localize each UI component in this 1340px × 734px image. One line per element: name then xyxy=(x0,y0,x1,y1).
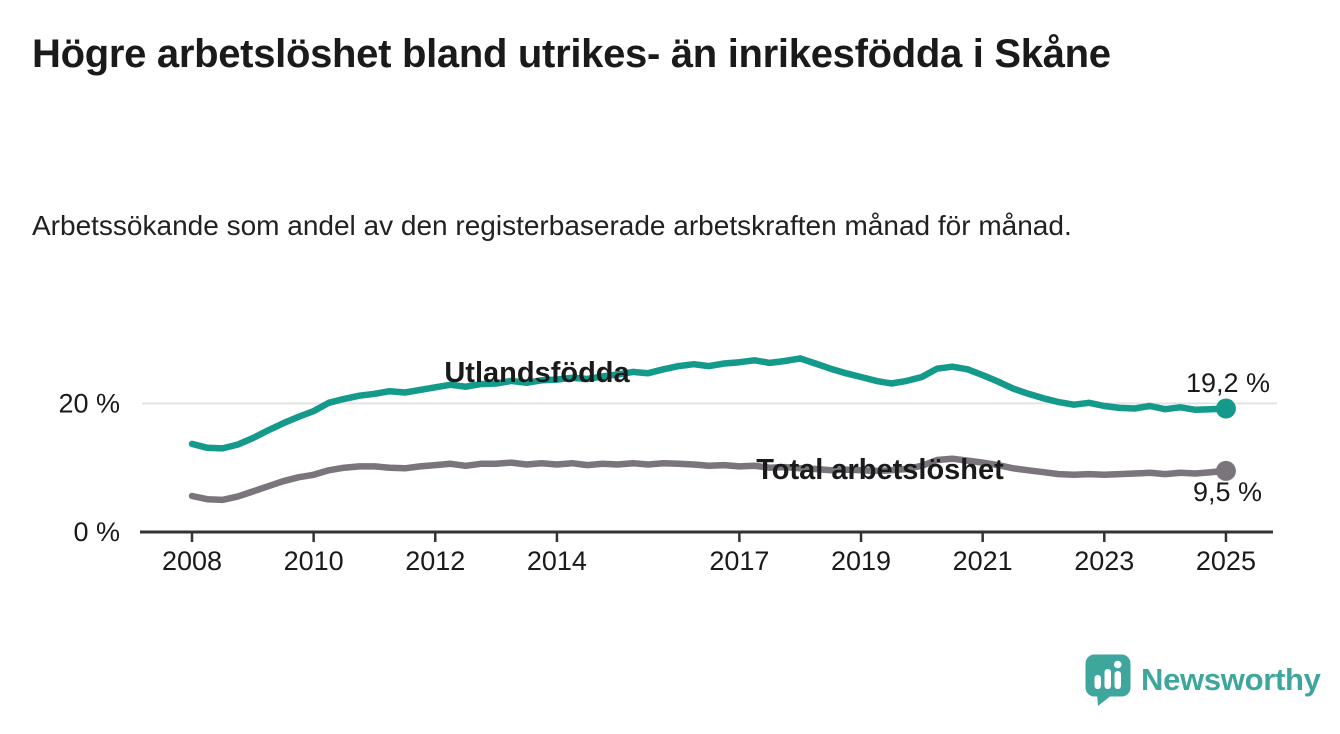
y-tick-label-20: 20 % xyxy=(58,388,120,418)
newsworthy-logo-text: Newsworthy xyxy=(1141,662,1321,697)
logo-bubble-tail xyxy=(1097,694,1113,706)
end-value-label-total: 9,5 % xyxy=(1193,477,1262,507)
x-tick-label-2010: 2010 xyxy=(284,546,344,576)
end-value-label-utlandsfodda: 19,2 % xyxy=(1186,368,1270,398)
series-end-dot-utlandsfodda xyxy=(1215,398,1236,419)
x-tick-label-2025: 2025 xyxy=(1196,546,1256,576)
series-label-total: Total arbetslöshet xyxy=(756,454,1004,486)
x-tick-label-2008: 2008 xyxy=(162,546,222,576)
logo-bar-medium xyxy=(1104,669,1111,689)
series-label-utlandsfodda: Utlandsfödda xyxy=(444,357,630,389)
logo-bar-small xyxy=(1094,675,1101,689)
page-subtitle: Arbetssökande som andel av den registerb… xyxy=(32,210,1072,241)
x-tick-label-2023: 2023 xyxy=(1074,546,1134,576)
newsworthy-logo: Newsworthy xyxy=(1085,654,1321,706)
y-tick-label-0: 0 % xyxy=(73,517,120,547)
series-line-total xyxy=(188,455,1230,504)
series-end-dot-total xyxy=(1215,460,1236,481)
series-line-utlandsfodda xyxy=(188,355,1230,452)
x-tick-label-2014: 2014 xyxy=(527,546,587,576)
x-tick-label-2017: 2017 xyxy=(709,546,769,576)
logo-exclamation-dot xyxy=(1113,660,1122,669)
logo-bar-tall xyxy=(1114,671,1121,689)
x-tick-label-2012: 2012 xyxy=(405,546,465,576)
x-tick-label-2021: 2021 xyxy=(953,546,1013,576)
page-title: Högre arbetslöshet bland utrikes- än inr… xyxy=(32,32,1111,76)
x-tick-label-2019: 2019 xyxy=(831,546,891,576)
newsworthy-logo-icon xyxy=(1085,654,1131,706)
